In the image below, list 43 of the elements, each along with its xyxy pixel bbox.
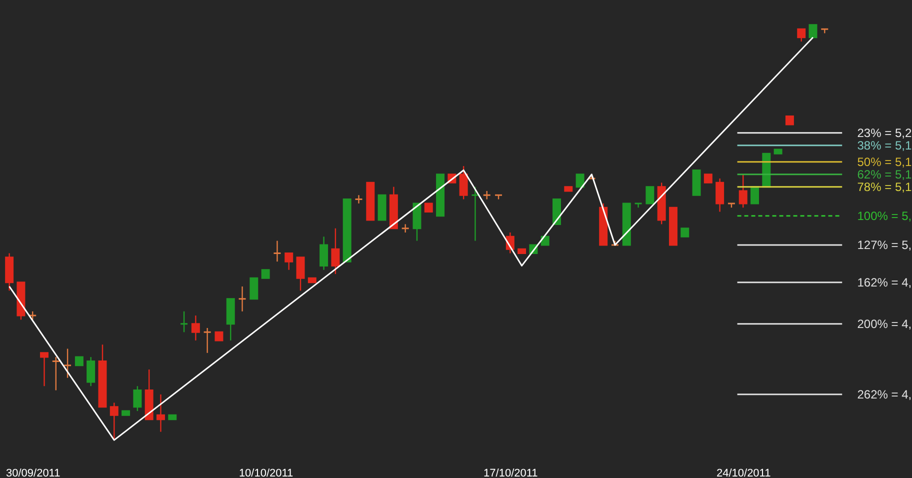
candlestick bbox=[750, 186, 760, 204]
candlestick bbox=[40, 352, 49, 387]
candlestick bbox=[634, 202, 643, 208]
candlestick bbox=[180, 310, 188, 333]
candlestick bbox=[110, 402, 118, 441]
candlestick bbox=[191, 314, 200, 342]
candlestick bbox=[646, 186, 654, 204]
candlestick bbox=[238, 286, 247, 312]
text: 162% = 4, bbox=[857, 275, 912, 290]
candlestick bbox=[203, 327, 212, 354]
candlestick bbox=[86, 356, 96, 387]
candlestick bbox=[716, 178, 724, 212]
candlestick bbox=[52, 356, 60, 391]
candlestick bbox=[576, 174, 584, 188]
candlestick bbox=[320, 236, 328, 270]
text: 62% = 5,1 bbox=[857, 167, 912, 182]
candlestick bbox=[470, 186, 480, 242]
candlestick bbox=[797, 28, 806, 42]
candlestick bbox=[459, 165, 468, 200]
candlestick bbox=[133, 386, 142, 412]
text: 127% = 5, bbox=[857, 238, 912, 252]
candlestick bbox=[272, 240, 282, 262]
x-tick-label: 10/10/2011 bbox=[238, 468, 294, 478]
candlestick bbox=[808, 24, 818, 38]
text: 50% = 5,1 bbox=[857, 154, 912, 169]
candlestick bbox=[296, 256, 305, 292]
text: 78% = 5,1 bbox=[857, 180, 912, 194]
candlestick bbox=[63, 348, 72, 378]
candlestick bbox=[738, 174, 748, 208]
text: 200% = 4, bbox=[857, 316, 912, 331]
candlestick bbox=[354, 194, 363, 204]
text: 23% = 5,2 bbox=[857, 126, 912, 140]
text: 262% = 4, bbox=[857, 387, 912, 402]
text: 38% = 5,1 bbox=[857, 138, 912, 152]
candlestick bbox=[250, 277, 258, 300]
x-tick-label: 24/10/2011 bbox=[716, 468, 771, 478]
x-tick-label: 17/10/2011 bbox=[484, 468, 538, 478]
x-tick-label: 30/09/2011 bbox=[6, 468, 60, 478]
text: 100% = 5, bbox=[857, 208, 912, 223]
candlestick bbox=[284, 252, 294, 270]
candlestick bbox=[401, 224, 410, 234]
candlestick bbox=[156, 394, 165, 432]
candlestick bbox=[331, 228, 340, 275]
